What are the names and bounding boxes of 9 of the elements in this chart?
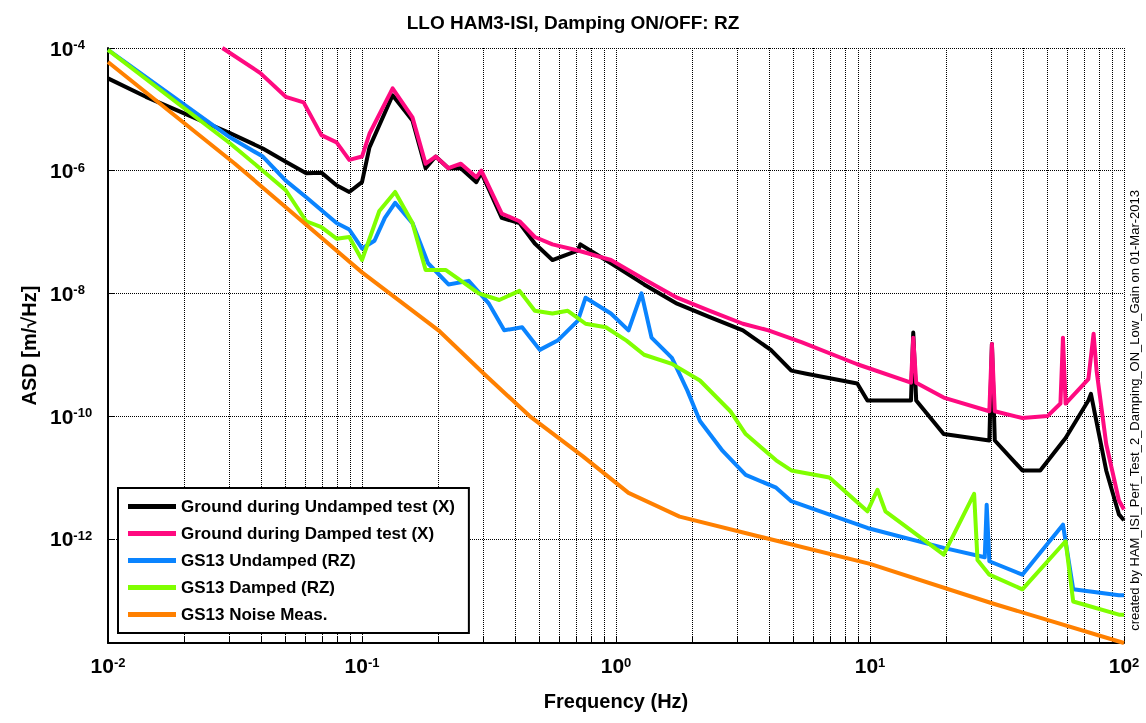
chart-title: LLO HAM3-ISI, Damping ON/OFF: RZ — [406, 12, 740, 33]
legend-label: Ground during Undamped test (X) — [181, 497, 455, 516]
legend-label: GS13 Damped (RZ) — [181, 578, 335, 597]
text: created by HAM_ISI_Perf_Test_2_Damping_ON_Low_Gain on 01-Mar-2013 — [1127, 190, 1142, 631]
legend-label: GS13 Noise Meas. — [181, 605, 328, 624]
legend-label: GS13 Undamped (RZ) — [181, 551, 356, 570]
legend-label: Ground during Damped test (X) — [181, 524, 435, 543]
x-axis-title: Frequency (Hz) — [543, 690, 689, 712]
y-axis-title: ASD [m/√Hz] — [18, 285, 41, 406]
